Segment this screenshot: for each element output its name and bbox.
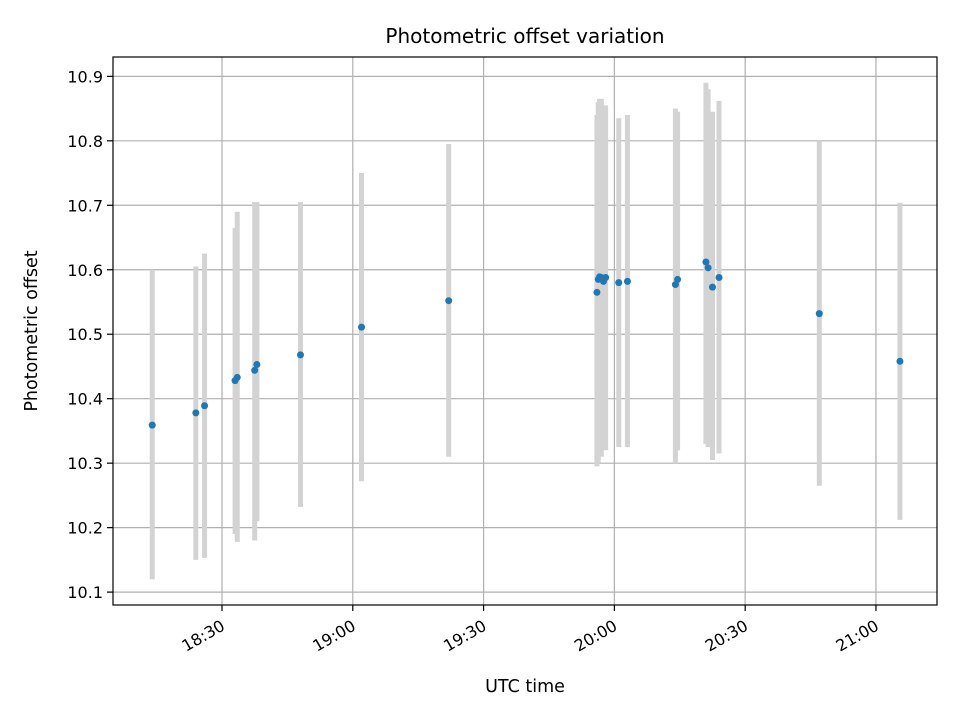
y-tick-label: 10.7 [67,196,103,215]
grid [113,57,937,605]
x-axis-label: UTC time [485,677,565,697]
data-point [674,275,682,283]
data-point [704,264,712,272]
data-point [192,409,200,417]
data-point [445,297,453,305]
data-point [593,288,601,296]
data-point [253,361,261,369]
y-axis: 10.1 10.2 10.3 10.4 10.5 10.6 10.7 10.8 10.9 [67,67,113,602]
y-tick-label: 10.5 [67,325,103,344]
y-tick-label: 10.9 [67,67,103,86]
data-points [148,258,904,429]
data-point [201,402,209,410]
data-point [358,323,366,331]
data-point [702,258,710,266]
data-point [296,351,304,359]
chart-title: Photometric offset variation [385,24,664,48]
data-point [602,273,610,281]
data-point [708,283,716,291]
y-tick-label: 10.3 [67,454,103,473]
data-point [715,273,723,281]
y-tick-label: 10.1 [67,583,103,602]
data-point [815,310,823,318]
data-point [233,373,241,381]
data-point [623,277,631,285]
data-point [251,366,259,374]
y-tick-label: 10.4 [67,390,103,409]
y-tick-label: 10.6 [67,261,103,280]
y-tick-label: 10.8 [67,132,103,151]
plot-area-frame [112,56,938,606]
data-point [896,357,904,365]
y-tick-label: 10.2 [67,519,103,538]
data-point [148,421,156,429]
data-point [615,279,623,287]
y-axis-label: Photometric offset [22,250,42,411]
